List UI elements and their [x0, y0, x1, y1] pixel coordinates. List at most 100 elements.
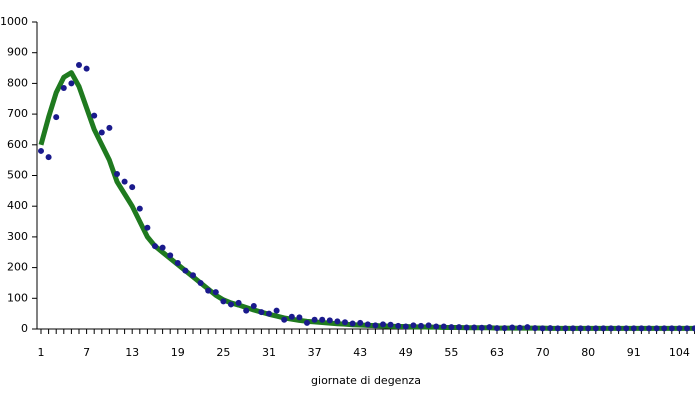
data-point — [478, 324, 485, 331]
x-tick-label: 19 — [171, 346, 185, 359]
x-tick-label: 49 — [399, 346, 413, 359]
data-point — [676, 325, 683, 332]
data-point — [167, 252, 174, 259]
data-point — [410, 322, 417, 329]
data-point — [235, 299, 242, 306]
x-tick-label: 37 — [308, 346, 322, 359]
data-point — [418, 322, 424, 329]
x-tick-label: 91 — [627, 346, 641, 359]
data-point — [516, 324, 523, 331]
data-point — [342, 319, 348, 326]
data-point — [646, 325, 652, 332]
data-point — [311, 316, 318, 323]
data-point — [668, 325, 675, 332]
data-point — [349, 320, 356, 327]
x-tick-label: 25 — [216, 346, 230, 359]
data-point — [98, 129, 105, 136]
data-point — [68, 80, 75, 87]
data-point — [425, 322, 432, 329]
data-point — [691, 325, 695, 332]
y-tick-label: 100 — [7, 291, 28, 304]
data-point — [91, 112, 98, 119]
y-tick-label: 1000 — [0, 15, 28, 28]
data-point — [539, 325, 546, 332]
data-point — [615, 325, 622, 332]
data-point — [630, 325, 637, 332]
data-point — [250, 302, 257, 309]
data-point — [364, 321, 371, 328]
data-point — [448, 324, 455, 331]
data-point — [60, 85, 67, 92]
x-tick-label: 1 — [38, 346, 45, 359]
x-axis-label: giornate di degenza — [311, 374, 421, 387]
data-point — [53, 114, 60, 121]
data-point — [197, 279, 204, 286]
data-point — [524, 324, 531, 331]
fit-line — [38, 70, 695, 331]
data-point — [258, 309, 265, 316]
data-point — [220, 298, 227, 305]
data-point — [45, 154, 52, 161]
data-point — [463, 324, 470, 331]
data-point — [623, 325, 630, 332]
data-point — [653, 325, 660, 332]
data-point — [638, 325, 645, 332]
x-tick-label: 80 — [581, 346, 595, 359]
data-point — [433, 323, 440, 330]
data-point — [190, 272, 196, 279]
data-point — [288, 313, 295, 320]
data-point — [121, 178, 128, 185]
x-tick-label: 7 — [83, 346, 90, 359]
data-point — [228, 301, 234, 308]
y-tick-label: 500 — [7, 169, 28, 182]
data-point — [174, 259, 181, 266]
data-point — [395, 322, 402, 329]
data-point — [182, 267, 189, 274]
data-point — [106, 124, 113, 131]
data-point — [577, 325, 584, 332]
x-tick-label: 70 — [536, 346, 550, 359]
x-tick-label: 43 — [353, 346, 367, 359]
data-point — [83, 65, 90, 72]
data-point — [273, 307, 280, 314]
data-point — [129, 184, 136, 191]
data-point — [334, 318, 341, 325]
data-point — [532, 325, 538, 332]
data-point — [600, 325, 607, 332]
data-point — [547, 325, 554, 332]
data-point — [136, 205, 143, 212]
data-point — [372, 322, 379, 329]
data-point — [592, 325, 599, 332]
data-point — [608, 325, 614, 332]
data-point — [562, 325, 569, 332]
data-point — [509, 324, 516, 331]
data-point — [684, 325, 690, 332]
data-point — [554, 325, 561, 332]
data-point — [501, 325, 508, 332]
y-tick-label: 0 — [21, 322, 28, 335]
data-point — [440, 323, 447, 330]
y-tick-label: 800 — [7, 76, 28, 89]
data-point — [570, 325, 576, 332]
data-point — [114, 170, 120, 177]
data-point — [471, 324, 478, 331]
data-point — [266, 310, 272, 317]
data-point — [205, 287, 212, 294]
data-point — [357, 319, 364, 326]
data-point — [380, 321, 386, 328]
y-tick-label: 700 — [7, 107, 28, 120]
x-tick-label: 13 — [125, 346, 139, 359]
data-point — [486, 324, 493, 331]
data-point — [326, 317, 333, 324]
x-tick-label: 31 — [262, 346, 276, 359]
data-point — [144, 224, 151, 231]
data-point — [319, 316, 326, 323]
y-tick-label: 900 — [7, 46, 28, 59]
x-tick-label: 104 — [669, 346, 690, 359]
data-point — [456, 324, 462, 331]
data-point — [387, 321, 394, 328]
data-point — [585, 325, 592, 332]
data-point — [304, 319, 310, 326]
data-point — [76, 61, 82, 68]
data-point — [402, 323, 409, 330]
